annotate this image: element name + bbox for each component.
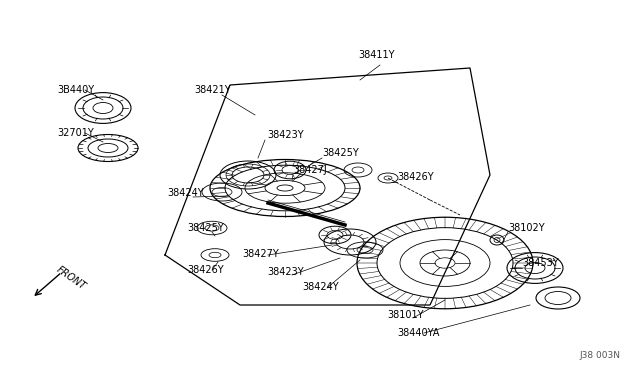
Text: 38427Y: 38427Y xyxy=(242,249,279,259)
Text: J38 003N: J38 003N xyxy=(579,351,620,360)
Text: 38425Y: 38425Y xyxy=(187,223,224,233)
Text: 38453Y: 38453Y xyxy=(522,258,559,268)
Text: 38101Y: 38101Y xyxy=(387,310,424,320)
Text: 38423Y: 38423Y xyxy=(267,267,303,277)
Text: 38424Y: 38424Y xyxy=(302,282,339,292)
Text: 38423Y: 38423Y xyxy=(267,130,303,140)
Polygon shape xyxy=(165,68,490,305)
Text: 3B440Y: 3B440Y xyxy=(57,85,94,95)
Text: 38421Y: 38421Y xyxy=(194,85,230,95)
Text: 38425Y: 38425Y xyxy=(322,148,359,158)
Text: 38427J: 38427J xyxy=(293,165,327,175)
Text: FRONT: FRONT xyxy=(55,264,88,292)
Text: 38426Y: 38426Y xyxy=(397,172,434,182)
Text: 38424Y: 38424Y xyxy=(167,188,204,198)
Text: 38426Y: 38426Y xyxy=(187,265,223,275)
Text: 38411Y: 38411Y xyxy=(358,50,394,60)
Text: 38440YA: 38440YA xyxy=(397,328,440,338)
Text: 38102Y: 38102Y xyxy=(508,223,545,233)
Text: 32701Y: 32701Y xyxy=(57,128,93,138)
